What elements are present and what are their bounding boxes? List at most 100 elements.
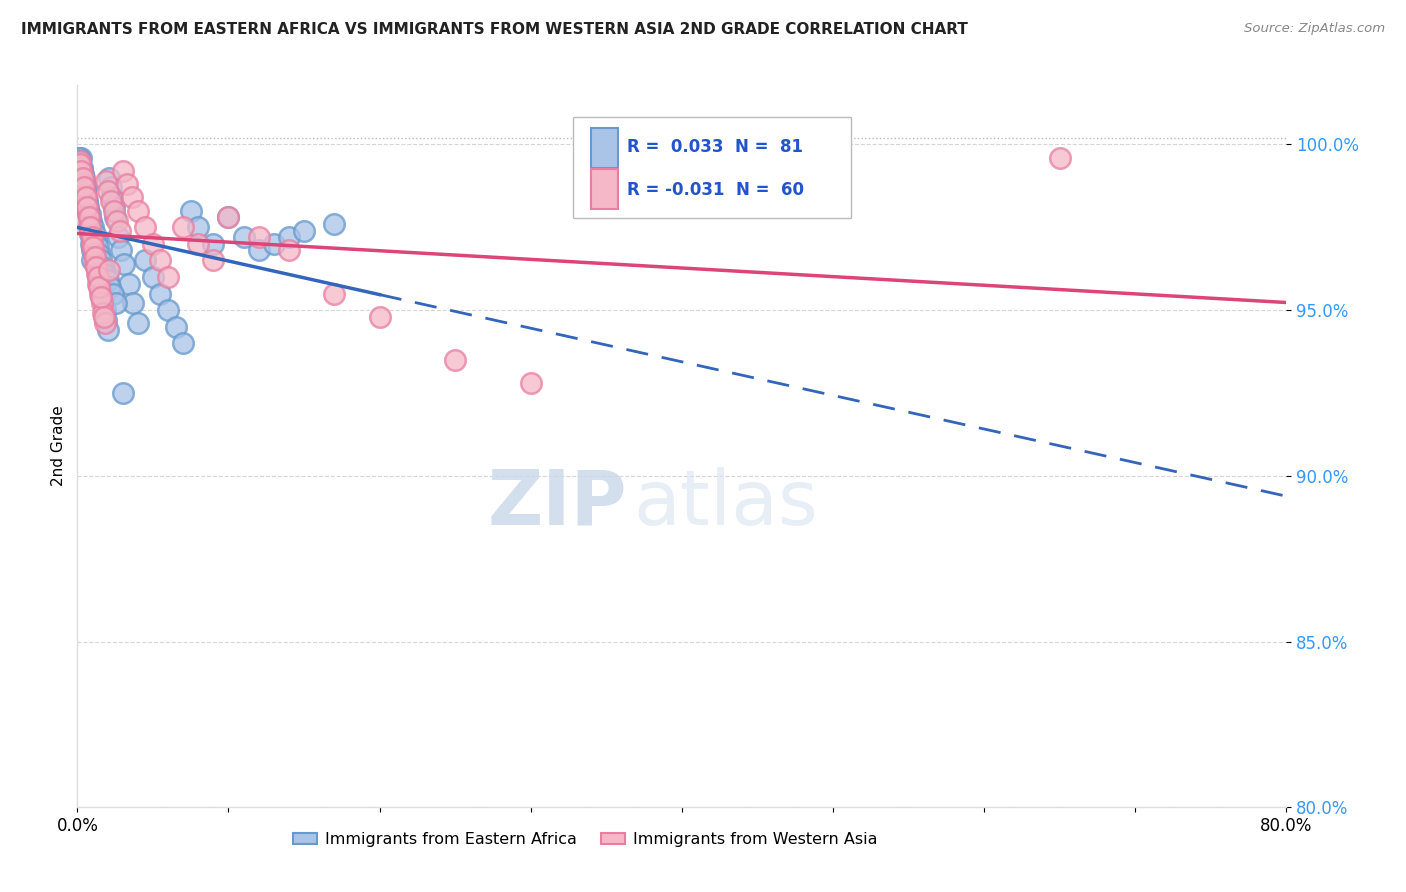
Point: [67, 164, 90, 178]
Text: Source: ZipAtlas.com: Source: ZipAtlas.com: [1244, 22, 1385, 36]
Point: [111, 386, 134, 401]
Point: [76, 197, 98, 211]
Point: [91, 306, 114, 320]
Point: [72, 170, 94, 185]
Point: [91, 260, 114, 274]
Point: [77, 200, 100, 214]
Point: [100, 180, 122, 194]
Point: [90, 253, 112, 268]
Point: [89, 280, 111, 294]
Text: ZIP: ZIP: [488, 467, 627, 541]
Point: [77, 211, 100, 225]
Point: [75, 190, 97, 204]
Point: [202, 253, 225, 268]
Point: [70, 170, 93, 185]
Point: [96, 323, 118, 337]
Point: [70, 151, 93, 165]
Point: [79, 220, 101, 235]
Point: [84, 234, 107, 248]
Point: [75, 180, 97, 194]
Point: [94, 313, 117, 327]
Point: [218, 211, 240, 225]
Point: [77, 207, 100, 221]
Point: [127, 317, 149, 331]
Point: [76, 194, 98, 208]
Point: [70, 167, 93, 181]
Point: [86, 253, 108, 268]
Point: [91, 293, 114, 308]
Point: [69, 153, 91, 168]
Point: [83, 227, 105, 241]
Point: [75, 197, 97, 211]
Point: [79, 220, 101, 235]
Point: [292, 223, 315, 237]
Point: [90, 283, 112, 297]
Text: R =  0.033  N =  81: R = 0.033 N = 81: [627, 138, 803, 156]
Point: [80, 230, 103, 244]
Point: [247, 230, 270, 244]
Point: [93, 303, 115, 318]
Point: [80, 236, 103, 251]
Text: IMMIGRANTS FROM EASTERN AFRICA VS IMMIGRANTS FROM WESTERN ASIA 2ND GRADE CORRELA: IMMIGRANTS FROM EASTERN AFRICA VS IMMIGR…: [21, 22, 967, 37]
Point: [157, 270, 180, 285]
Point: [107, 230, 129, 244]
Point: [77, 211, 100, 225]
Point: [77, 203, 100, 218]
Point: [67, 151, 90, 165]
Point: [79, 217, 101, 231]
Point: [368, 310, 391, 324]
Point: [73, 187, 96, 202]
Point: [323, 217, 346, 231]
Point: [263, 236, 285, 251]
Point: [83, 250, 105, 264]
Point: [111, 164, 134, 178]
Point: [73, 184, 96, 198]
Point: [69, 153, 91, 168]
Point: [87, 270, 110, 285]
Point: [86, 267, 108, 281]
Point: [96, 184, 118, 198]
Point: [82, 253, 104, 268]
Point: [134, 220, 156, 235]
Point: [187, 220, 209, 235]
Point: [69, 153, 91, 168]
Point: [70, 164, 93, 178]
Point: [172, 336, 194, 351]
Point: [1049, 151, 1071, 165]
Point: [444, 352, 467, 367]
FancyBboxPatch shape: [592, 169, 617, 209]
Point: [104, 296, 127, 310]
Point: [172, 220, 194, 235]
Point: [323, 286, 346, 301]
Point: [118, 277, 141, 291]
Point: [101, 286, 124, 301]
Point: [149, 253, 172, 268]
Point: [247, 244, 270, 258]
Point: [103, 200, 125, 214]
Point: [134, 253, 156, 268]
Point: [89, 273, 111, 287]
Point: [187, 236, 209, 251]
Point: [97, 273, 120, 287]
Point: [122, 296, 145, 310]
Point: [165, 319, 187, 334]
Point: [83, 230, 105, 244]
Point: [142, 270, 165, 285]
Point: [93, 317, 115, 331]
Point: [70, 167, 93, 181]
Point: [110, 244, 132, 258]
Point: [98, 170, 121, 185]
Point: [72, 177, 94, 191]
Point: [82, 236, 104, 251]
Point: [79, 207, 101, 221]
Point: [69, 157, 91, 171]
Point: [278, 244, 301, 258]
Point: [108, 223, 131, 237]
Point: [180, 203, 202, 218]
Point: [70, 161, 93, 175]
FancyBboxPatch shape: [592, 128, 617, 168]
Point: [121, 190, 143, 204]
Point: [72, 174, 94, 188]
Point: [105, 213, 128, 227]
Point: [79, 227, 101, 241]
